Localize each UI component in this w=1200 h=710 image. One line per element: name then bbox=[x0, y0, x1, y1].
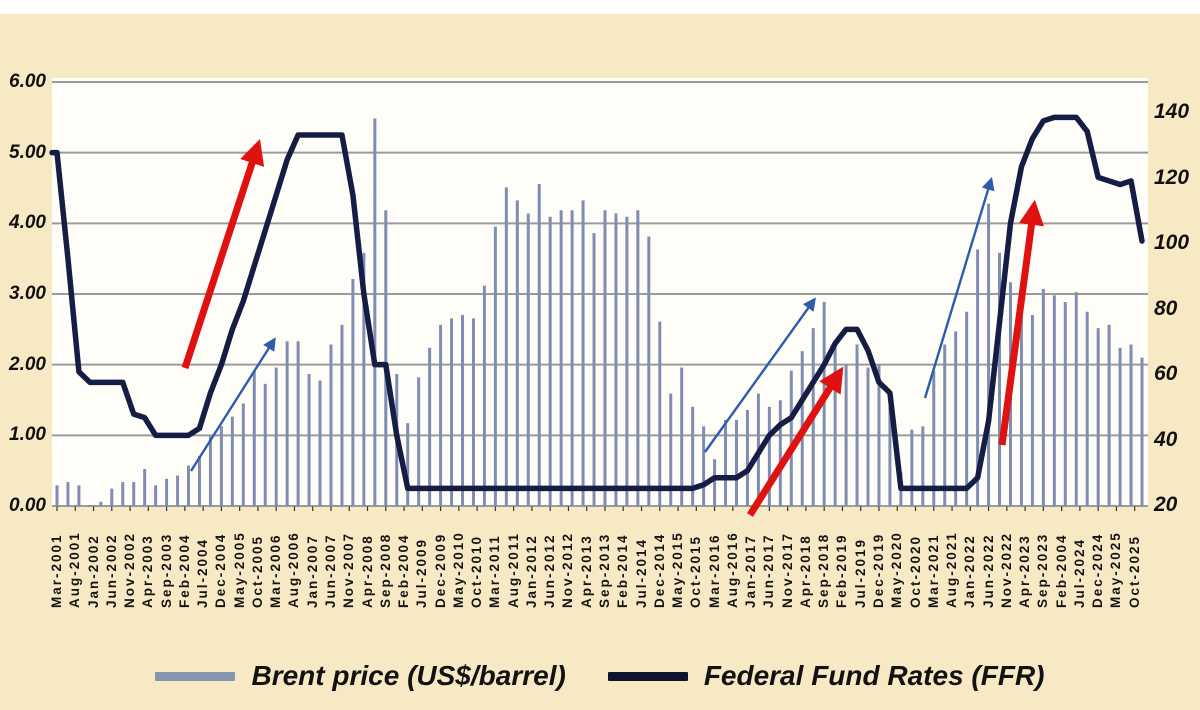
x-axis-tick-label: Oct-2010 bbox=[469, 534, 485, 608]
red-up-arrow-5 bbox=[998, 199, 1044, 446]
x-axis-tick-label: Jan-2017 bbox=[743, 534, 759, 608]
x-axis-tick-label: Dec-2004 bbox=[213, 532, 229, 608]
x-axis-tick-label: Dec-2024 bbox=[1090, 532, 1106, 608]
x-axis-tick-label: Jun-2012 bbox=[542, 533, 558, 608]
top-margin bbox=[0, 0, 1200, 14]
legend-item-brent: Brent price (US$/barrel) bbox=[155, 660, 566, 692]
x-axis-tick-label: Jan-2012 bbox=[523, 534, 539, 608]
x-axis-tick-label: Nov-2022 bbox=[998, 531, 1014, 608]
y-axis-label-left: 3.00 bbox=[9, 283, 46, 304]
x-axis-tick-label: Jul-2004 bbox=[195, 537, 211, 608]
brent-price-bars bbox=[55, 118, 1144, 506]
x-axis-tick-label: Dec-2009 bbox=[432, 532, 448, 608]
y-axis-label-right: 140 bbox=[1154, 100, 1190, 123]
x-axis-tick-label: Sep-2003 bbox=[158, 532, 174, 608]
y-axis-label-left: 2.00 bbox=[9, 353, 46, 375]
y-axis-label-left: 0.00 bbox=[9, 495, 46, 516]
x-tick-marks bbox=[56, 506, 1136, 511]
x-axis-tick-label: Aug-2021 bbox=[944, 531, 960, 608]
y-axis-label-right: 120 bbox=[1154, 165, 1190, 189]
x-axis-tick-label: May-2005 bbox=[231, 531, 247, 608]
x-axis-tick-label: Oct-2005 bbox=[249, 534, 265, 608]
x-axis-tick-label: Aug-2006 bbox=[286, 531, 302, 608]
x-axis-tick-label: Feb-2004 bbox=[176, 533, 192, 608]
brent-line-swatch bbox=[155, 671, 236, 681]
x-axis-tick-label: Jul-2014 bbox=[633, 537, 649, 608]
x-axis-tick-label: Sep-2013 bbox=[596, 532, 612, 608]
x-axis-tick-label: May-2025 bbox=[1108, 531, 1124, 608]
x-axis-tick-label: Jul-2024 bbox=[1071, 537, 1087, 608]
legend-item-ffr: Federal Fund Rates (FFR) bbox=[607, 660, 1045, 692]
red-up-arrow-0 bbox=[181, 139, 265, 370]
x-axis-tick-label: Aug-2001 bbox=[67, 531, 83, 608]
blue-up-arrow-2 bbox=[704, 297, 816, 453]
legend-label-ffr: Federal Fund Rates (FFR) bbox=[703, 660, 1045, 691]
x-axis-tick-label: Aug-2011 bbox=[505, 531, 521, 608]
x-axis-tick-label: Mar-2016 bbox=[706, 533, 722, 608]
x-axis-tick-label: Nov-2012 bbox=[560, 531, 576, 608]
x-axis-tick-label: Dec-2014 bbox=[651, 532, 667, 608]
x-axis-tick-label: Oct-2025 bbox=[1126, 534, 1142, 608]
x-axis-tick-label: May-2015 bbox=[670, 531, 686, 608]
x-axis-tick-label: Oct-2020 bbox=[907, 534, 923, 608]
x-axis-tick-label: May-2010 bbox=[450, 531, 466, 608]
x-axis-tick-label: Nov-2017 bbox=[779, 531, 795, 608]
x-axis-tick-label: Feb-2004 bbox=[396, 533, 412, 608]
y-axis-label-left: 4.00 bbox=[9, 212, 46, 234]
x-axis-tick-label: Jul-2019 bbox=[852, 537, 868, 608]
x-axis-tick-label: Sep-2023 bbox=[1035, 532, 1051, 608]
x-axis-tick-label: Nov-2002 bbox=[122, 531, 138, 608]
x-axis-tick-label: Jun-2017 bbox=[761, 533, 777, 608]
x-axis-tick-label: Jul-2009 bbox=[414, 537, 430, 608]
y-axis-label-right: 40 bbox=[1154, 427, 1178, 451]
x-axis-tick-label: Oct-2015 bbox=[688, 534, 704, 608]
y-axis-label-left: 6.00 bbox=[9, 71, 46, 92]
x-axis-tick-label: Feb-2014 bbox=[615, 533, 631, 608]
x-axis-tick-label: Dec-2019 bbox=[870, 532, 886, 608]
x-axis-tick-label: May-2020 bbox=[889, 531, 905, 608]
x-axis-tick-label: Jun-2007 bbox=[322, 533, 338, 608]
y-axis-label-left: 5.00 bbox=[9, 141, 46, 163]
y-axis-label-right: 100 bbox=[1154, 231, 1190, 254]
x-axis-tick-label: Aug-2016 bbox=[724, 531, 740, 608]
x-axis-tick-label: Apr-2023 bbox=[1017, 534, 1033, 608]
x-axis-tick-label: Mar-2021 bbox=[925, 533, 941, 608]
brent-trend-arrows bbox=[189, 176, 995, 472]
ffr-trend-arrows bbox=[181, 139, 1044, 517]
x-axis-tick-label: Nov-2007 bbox=[341, 531, 357, 608]
blue-up-arrow-1 bbox=[189, 337, 276, 472]
ffr-line bbox=[49, 114, 1145, 492]
x-axis-tick-label: Jun-2022 bbox=[980, 533, 996, 608]
x-axis-tick-label: Jun-2002 bbox=[103, 533, 119, 608]
y-axis-label-left: 1.00 bbox=[9, 424, 46, 446]
ffr-line-swatch bbox=[607, 671, 688, 681]
y-axis-label-right: 60 bbox=[1154, 362, 1178, 385]
x-axis-tick-label: Mar-2001 bbox=[49, 533, 64, 608]
x-axis-tick-label: Apr-2018 bbox=[797, 534, 813, 608]
x-axis-tick-label: Feb-2004 bbox=[1053, 533, 1069, 608]
x-axis-tick-label: Feb-2019 bbox=[834, 533, 850, 608]
x-axis-tick-label: Sep-2008 bbox=[377, 532, 393, 608]
x-axis-tick-label: Jan-2002 bbox=[85, 534, 101, 608]
x-axis-tick-label: Sep-2018 bbox=[816, 532, 832, 608]
y-axis-label-right: 20 bbox=[1154, 493, 1178, 516]
x-axis-tick-label: Jan-2007 bbox=[304, 534, 320, 608]
x-axis-tick-label: Apr-2003 bbox=[140, 534, 156, 608]
x-axis-tick-label: Apr-2013 bbox=[578, 534, 594, 608]
blue-up-arrow-4 bbox=[923, 176, 995, 399]
x-axis-tick-label: Jan-2022 bbox=[962, 534, 978, 608]
legend: Brent price (US$/barrel) Federal Fund Ra… bbox=[0, 652, 1200, 700]
x-axis-tick-label: Apr-2008 bbox=[359, 534, 375, 608]
legend-label-brent: Brent price (US$/barrel) bbox=[251, 660, 566, 691]
x-axis-tick-label: Mar-2006 bbox=[268, 533, 284, 608]
x-axis-tick-label: Mar-2011 bbox=[487, 534, 503, 608]
y-axis-label-right: 80 bbox=[1154, 296, 1178, 320]
red-up-arrow-3 bbox=[747, 366, 844, 517]
